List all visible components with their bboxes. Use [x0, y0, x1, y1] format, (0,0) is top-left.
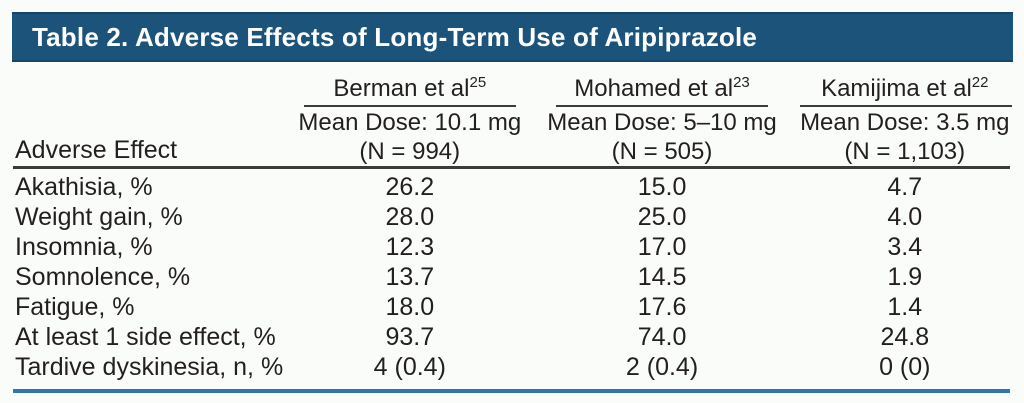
cell-value: 0 (0) — [879, 353, 931, 381]
reference-superscript: 25 — [469, 74, 487, 91]
cell-value: 17.0 — [637, 233, 687, 261]
cell-value: 1.4 — [887, 293, 923, 321]
row-label: Somnolence, % — [15, 263, 191, 291]
table-title-bar: Table 2. Adverse Effects of Long-Term Us… — [12, 12, 1013, 62]
table-body: Akathisia, % 26.2 15.0 4.7 Weight gain, … — [13, 169, 1010, 393]
cell-value: 4.7 — [887, 173, 923, 201]
study-name: Kamijima et al22 — [800, 68, 1010, 103]
study-name: Mohamed et al23 — [524, 68, 799, 103]
cell-value: 13.7 — [385, 263, 435, 291]
row-label: Tardive dyskinesia, n, % — [15, 353, 284, 381]
cell-value: 74.0 — [637, 323, 687, 351]
mean-dose-line: Mean Dose: 5–10 mg — [547, 109, 777, 136]
cell-value: 15.0 — [637, 173, 687, 201]
sample-size-line: (N = 994) — [359, 138, 461, 165]
row-label: Akathisia, % — [15, 173, 153, 201]
mean-dose-line: Mean Dose: 3.5 mg — [800, 109, 1010, 136]
column-header-rule — [556, 105, 769, 107]
table-row: Akathisia, % 26.2 15.0 4.7 — [13, 172, 1010, 202]
cell-value: 17.6 — [637, 293, 687, 321]
table-row: Somnolence, % 13.7 14.5 1.9 — [13, 262, 1010, 292]
reference-superscript: 22 — [971, 74, 989, 91]
reference-superscript: 23 — [733, 74, 750, 91]
row-label: Weight gain, % — [15, 203, 183, 231]
cell-value: 28.0 — [385, 203, 435, 231]
adverse-effects-table: Adverse Effect Berman et al25 Mean Dose:… — [13, 64, 1012, 393]
table-header-row: Adverse Effect Berman et al25 Mean Dose:… — [13, 64, 1012, 169]
study-name-text: Berman et al — [333, 75, 470, 102]
table-row: At least 1 side effect, % 93.7 74.0 24.8 — [13, 322, 1010, 352]
study-name: Berman et al25 — [295, 68, 524, 103]
study-name-text: Mohamed et al — [574, 75, 734, 102]
cell-value: 2 (0.4) — [625, 353, 699, 381]
table-row: Insomnia, % 12.3 17.0 3.4 — [13, 232, 1010, 262]
cell-value: 4 (0.4) — [373, 353, 446, 381]
row-label: At least 1 side effect, % — [15, 323, 276, 351]
cell-value: 25.0 — [637, 203, 687, 231]
table-row: Weight gain, % 28.0 25.0 4.0 — [13, 202, 1010, 232]
column-header-rule — [303, 105, 516, 107]
row-label: Insomnia, % — [15, 233, 153, 261]
table-title: Table 2. Adverse Effects of Long-Term Us… — [32, 21, 758, 52]
cell-value: 3.4 — [887, 233, 923, 261]
column-header-berman: Berman et al25 Mean Dose: 10.1 mg (N = 9… — [295, 68, 524, 166]
cell-value: 24.8 — [880, 323, 930, 351]
cell-value: 4.0 — [887, 203, 923, 231]
cell-value: 1.9 — [887, 263, 923, 291]
column-header-rule — [799, 105, 1012, 107]
column-header-kamijima: Kamijima et al22 Mean Dose: 3.5 mg (N = … — [799, 68, 1012, 166]
row-label: Fatigue, % — [15, 293, 135, 321]
cell-value: 18.0 — [385, 293, 435, 321]
column-header-mohamed: Mohamed et al23 Mean Dose: 5–10 mg (N = … — [524, 68, 799, 166]
mean-dose-line: Mean Dose: 10.1 mg — [298, 109, 522, 136]
table-row: Tardive dyskinesia, n, % 4 (0.4) 2 (0.4)… — [13, 352, 1010, 382]
cell-value: 14.5 — [637, 263, 687, 291]
sample-size-line: (N = 1,103) — [844, 138, 966, 165]
cell-value: 26.2 — [385, 173, 435, 201]
sample-size-line: (N = 505) — [611, 138, 713, 165]
row-header-label: Adverse Effect — [15, 136, 178, 164]
row-header-cell: Adverse Effect — [13, 68, 295, 166]
table-row: Fatigue, % 18.0 17.6 1.4 — [13, 292, 1010, 322]
cell-value: 12.3 — [385, 233, 435, 261]
study-name-text: Kamijima et al — [821, 75, 972, 102]
cell-value: 93.7 — [385, 323, 435, 351]
